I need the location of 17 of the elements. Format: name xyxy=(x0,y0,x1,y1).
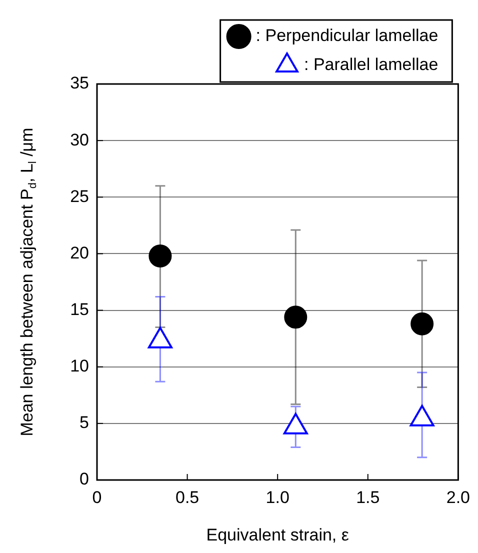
y-tick-label: 25 xyxy=(70,186,89,206)
y-axis-title: Mean length between adjacent Pd, Ll /μm xyxy=(18,128,40,436)
y-tick-label: 15 xyxy=(70,300,89,319)
y-tick-label: 30 xyxy=(70,130,89,150)
legend-label: : Perpendicular lamellae xyxy=(256,26,438,46)
x-axis-title: Equivalent strain, ε xyxy=(206,526,350,545)
y-tick-label: 20 xyxy=(70,243,89,262)
x-tick-label: 2.0 xyxy=(446,488,470,507)
y-tick-label: 10 xyxy=(70,356,89,376)
y-tick-label: 0 xyxy=(80,470,89,489)
x-tick-label: 1.5 xyxy=(356,488,380,507)
y-tick-label: 5 xyxy=(80,413,89,432)
y-tick-label: 35 xyxy=(70,74,89,93)
legend-label: : Parallel lamellae xyxy=(304,55,438,74)
x-tick-label: 0 xyxy=(92,488,102,507)
x-tick-label: 0.5 xyxy=(175,488,200,507)
x-tick-label: 1.0 xyxy=(266,488,290,507)
